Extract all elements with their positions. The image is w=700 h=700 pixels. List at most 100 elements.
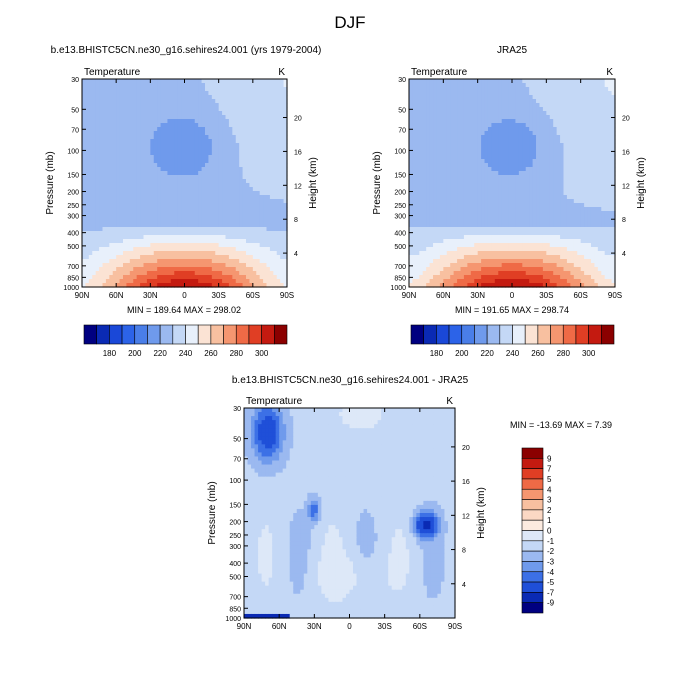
field-cell (198, 251, 203, 256)
field-cell (239, 115, 244, 120)
field-cell (570, 103, 575, 108)
field-cell (256, 215, 261, 220)
field-cell (99, 251, 104, 256)
field-cell (123, 115, 128, 120)
field-cell (181, 283, 186, 288)
field-cell (198, 275, 203, 280)
field-cell (566, 107, 571, 112)
field-cell (487, 183, 492, 188)
field-cell (218, 131, 223, 136)
field-cell (82, 139, 87, 144)
field-cell (587, 187, 592, 192)
field-cell (157, 87, 162, 92)
field-cell (446, 155, 451, 160)
field-cell (422, 135, 427, 140)
field-cell (239, 255, 244, 260)
field-cell (218, 91, 223, 96)
field-cell (153, 243, 158, 248)
field-cell (102, 279, 107, 284)
field-cell (164, 211, 169, 216)
field-cell (409, 159, 414, 164)
field-cell (150, 227, 155, 232)
field-cell (501, 87, 506, 92)
field-cell (150, 275, 155, 280)
field-cell (102, 115, 107, 120)
field-cell (174, 183, 179, 188)
field-cell (143, 115, 148, 120)
field-cell (102, 155, 107, 160)
field-cell (266, 183, 271, 188)
field-cell (194, 79, 199, 84)
field-cell (116, 155, 121, 160)
field-cell (187, 147, 192, 152)
field-cell (577, 79, 582, 84)
field-cell (129, 227, 134, 232)
field-cell (129, 87, 134, 92)
field-cell (201, 123, 206, 128)
field-cell (529, 179, 534, 184)
field-cell (252, 191, 257, 196)
field-cell (133, 267, 138, 272)
field-cell (453, 163, 458, 168)
field-cell (160, 219, 165, 224)
field-cell (266, 103, 271, 108)
field-cell (112, 127, 117, 132)
field-cell (126, 255, 131, 260)
field-cell (587, 175, 592, 180)
field-cell (573, 159, 578, 164)
field-cell (515, 127, 520, 132)
field-cell (246, 259, 251, 264)
field-cell (525, 187, 530, 192)
field-cell (450, 103, 455, 108)
field-cell (177, 83, 182, 88)
field-cell (129, 151, 134, 156)
field-cell (481, 83, 486, 88)
field-cell (450, 99, 455, 104)
field-cell (201, 135, 206, 140)
field-cell (136, 251, 141, 256)
field-cell (170, 135, 175, 140)
field-cell (522, 95, 527, 100)
field-cell (259, 79, 264, 84)
field-cell (467, 95, 472, 100)
field-cell (126, 99, 131, 104)
field-cell (256, 159, 261, 164)
field-cell (109, 203, 114, 208)
field-cell (443, 119, 448, 124)
field-cell (150, 103, 155, 108)
field-cell (539, 175, 544, 180)
field-cell (529, 139, 534, 144)
field-cell (146, 235, 151, 240)
field-cell (95, 267, 100, 272)
field-cell (184, 271, 189, 276)
field-cell (198, 219, 203, 224)
field-cell (150, 159, 155, 164)
field-cell (208, 163, 213, 168)
field-cell (498, 119, 503, 124)
field-cell (126, 279, 131, 284)
field-cell (273, 275, 278, 280)
field-cell (85, 255, 90, 260)
field-cell (566, 131, 571, 136)
field-cell (232, 135, 237, 140)
field-cell (433, 179, 438, 184)
field-cell (433, 123, 438, 128)
field-cell (146, 139, 151, 144)
field-cell (157, 147, 162, 152)
field-cell (453, 111, 458, 116)
field-cell (508, 87, 513, 92)
field-cell (515, 91, 520, 96)
field-cell (283, 171, 288, 176)
field-cell (126, 211, 131, 216)
field-cell (443, 187, 448, 192)
field-cell (232, 151, 237, 156)
field-cell (560, 139, 565, 144)
field-cell (143, 147, 148, 152)
field-cell (116, 111, 121, 116)
field-cell (123, 267, 128, 272)
field-cell (415, 111, 420, 116)
field-cell (273, 139, 278, 144)
field-cell (133, 235, 138, 240)
field-cell (553, 119, 558, 124)
field-cell (594, 175, 599, 180)
